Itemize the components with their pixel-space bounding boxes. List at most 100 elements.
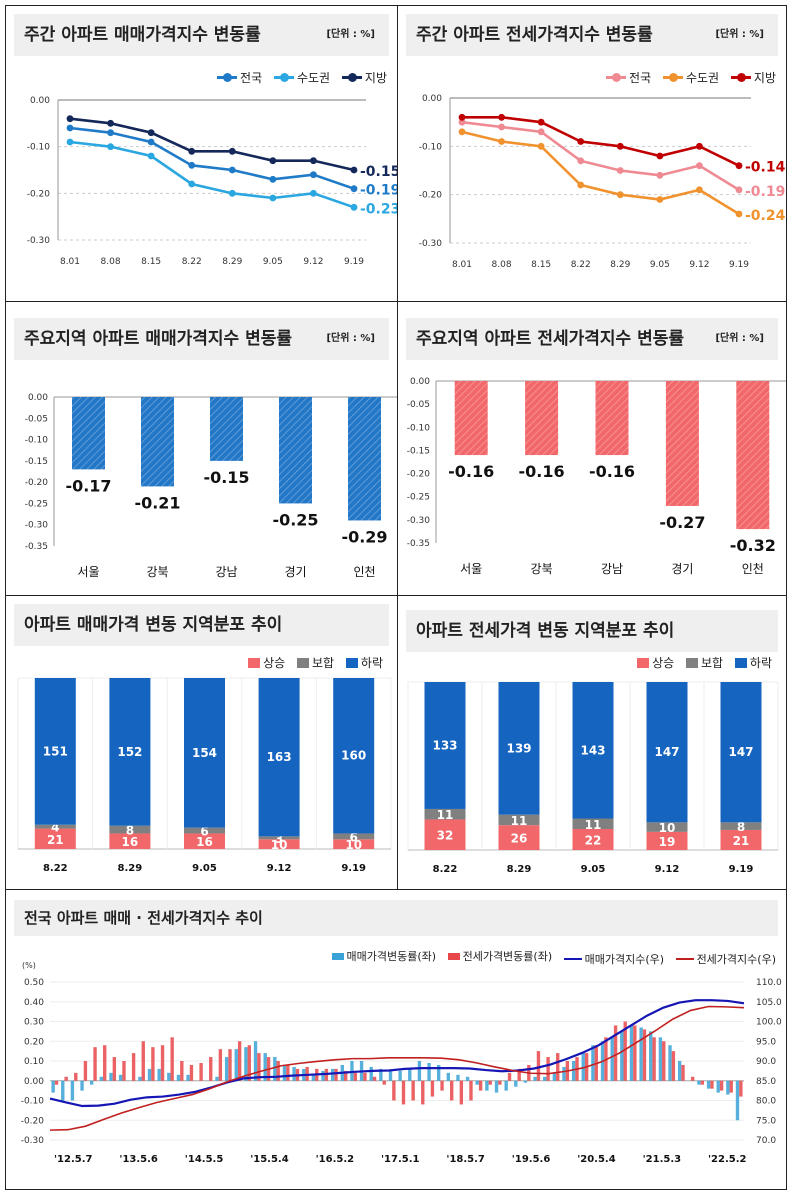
data-point <box>350 166 358 174</box>
data-point <box>269 194 277 202</box>
x-tick-label: 8.22 <box>182 257 202 267</box>
change-bar <box>388 1070 393 1081</box>
change-bar <box>465 1076 470 1081</box>
change-bar <box>80 1080 84 1091</box>
category-label: 강북 <box>146 565 168 579</box>
segment-value-label: 4 <box>51 821 59 835</box>
stack-segment <box>34 678 76 825</box>
x-tick-label: 8.08 <box>492 260 512 270</box>
y-left-tick-label: -0.20 <box>21 1116 45 1126</box>
bar-value-label: -0.16 <box>519 462 565 481</box>
change-bar <box>372 1076 377 1081</box>
change-bar <box>141 1041 145 1081</box>
change-bar <box>186 1074 190 1081</box>
bar-value-label: -0.17 <box>65 476 111 495</box>
segment-value-label: 21 <box>733 834 750 848</box>
legend-nation: 전국 <box>629 71 652 85</box>
change-bar <box>430 1080 435 1097</box>
legend-local: 지방 <box>753 71 776 85</box>
change-bar <box>623 1021 627 1081</box>
bar <box>141 397 174 487</box>
stack-segment <box>184 833 225 849</box>
unit-label: [단위 : %] <box>326 333 375 344</box>
national-index-combo-chart: (%) 0.50 0.40 0.30 0.20 0.10 0.00 -0.10 -0.20 -0.… <box>21 961 782 1165</box>
change-bar <box>215 1076 219 1081</box>
change-bar <box>218 1049 223 1081</box>
stack-segment <box>258 839 300 849</box>
change-bar <box>408 1068 412 1081</box>
change-bar <box>533 1076 537 1081</box>
change-bar <box>620 1031 624 1081</box>
segment-value-label: 16 <box>122 835 139 849</box>
panel-title: 주간 아파트 전세가격지수 변동률 [단위 : %] <box>406 14 778 56</box>
segment-value-label: 10 <box>271 838 288 852</box>
stack-segment <box>34 824 76 829</box>
data-point <box>66 138 74 146</box>
change-bar <box>147 1068 152 1081</box>
change-bar <box>562 1066 566 1081</box>
y-right-tick-label: 80.0 <box>756 1097 776 1107</box>
change-bar <box>543 1076 547 1081</box>
chart-legend: 상승 보합 하락 <box>629 654 772 671</box>
change-bar <box>546 1057 550 1081</box>
legend-local: 지방 <box>364 71 387 85</box>
segment-value-label: 21 <box>47 833 64 847</box>
segment-value-label: 6 <box>350 830 358 844</box>
change-bar <box>350 1061 354 1081</box>
y-tick-label: 0.00 <box>410 377 430 387</box>
change-bar <box>726 1080 730 1095</box>
change-bar <box>469 1080 473 1101</box>
change-bar <box>228 1049 232 1081</box>
x-tick-label: 9.12 <box>303 257 323 267</box>
change-bar <box>668 1045 672 1081</box>
sale-distribution-panel: 아파트 매매가격 변동 지역분포 추이 상승 보합 하락 21 4 151 8.22 1… <box>5 595 398 890</box>
data-point <box>350 185 358 193</box>
data-point <box>458 128 466 136</box>
change-bar <box>437 1064 441 1081</box>
legend-flat: 보합 <box>700 656 724 670</box>
change-bar <box>151 1047 155 1081</box>
change-bar <box>706 1080 711 1089</box>
data-point <box>735 186 743 194</box>
change-bar <box>697 1080 701 1085</box>
y-tick-label: -0.30 <box>419 239 443 249</box>
y-tick-label: -0.25 <box>25 499 48 509</box>
unit-label: [단위 : %] <box>715 333 764 344</box>
change-bar <box>170 1037 174 1081</box>
series-line <box>461 120 740 191</box>
end-value-label: -0.19 <box>360 183 398 199</box>
stack-segment <box>424 819 466 850</box>
series-line <box>69 117 355 172</box>
legend-capital: 수도권 <box>685 71 720 85</box>
end-value-label: -0.15 <box>360 164 398 180</box>
change-bar <box>286 1064 290 1081</box>
y-tick-label: -0.05 <box>25 414 48 424</box>
change-bar <box>122 1061 126 1081</box>
category-label: 8.22 <box>433 864 458 875</box>
data-point <box>616 167 624 174</box>
change-bar <box>61 1080 65 1101</box>
change-bar <box>494 1080 499 1093</box>
data-point <box>66 115 74 123</box>
segment-value-label: 11 <box>437 808 454 822</box>
x-tick-label: 8.29 <box>222 257 242 267</box>
change-bar <box>199 1062 203 1081</box>
change-bar <box>729 1080 733 1093</box>
end-value-label: -0.19 <box>745 184 785 200</box>
y-right-tick-label: 70.0 <box>756 1136 776 1146</box>
change-bar <box>321 1070 325 1081</box>
change-bar <box>440 1080 444 1091</box>
segment-value-label: 160 <box>341 749 366 763</box>
change-bar <box>257 1053 261 1081</box>
y-right-tick-label: 105.0 <box>756 998 782 1008</box>
category-label: 서울 <box>77 565 99 579</box>
change-bar <box>64 1076 68 1081</box>
legend-fall: 하락 <box>360 656 383 670</box>
category-label: 9.19 <box>729 864 754 875</box>
change-bar <box>591 1045 595 1081</box>
y-tick-label: 0.00 <box>28 393 48 403</box>
data-point <box>458 113 466 121</box>
series-line <box>69 126 355 190</box>
chart-legend: 상승 보합 하락 <box>240 654 383 671</box>
chart-legend: 전국 수도권 지방 <box>598 68 776 86</box>
